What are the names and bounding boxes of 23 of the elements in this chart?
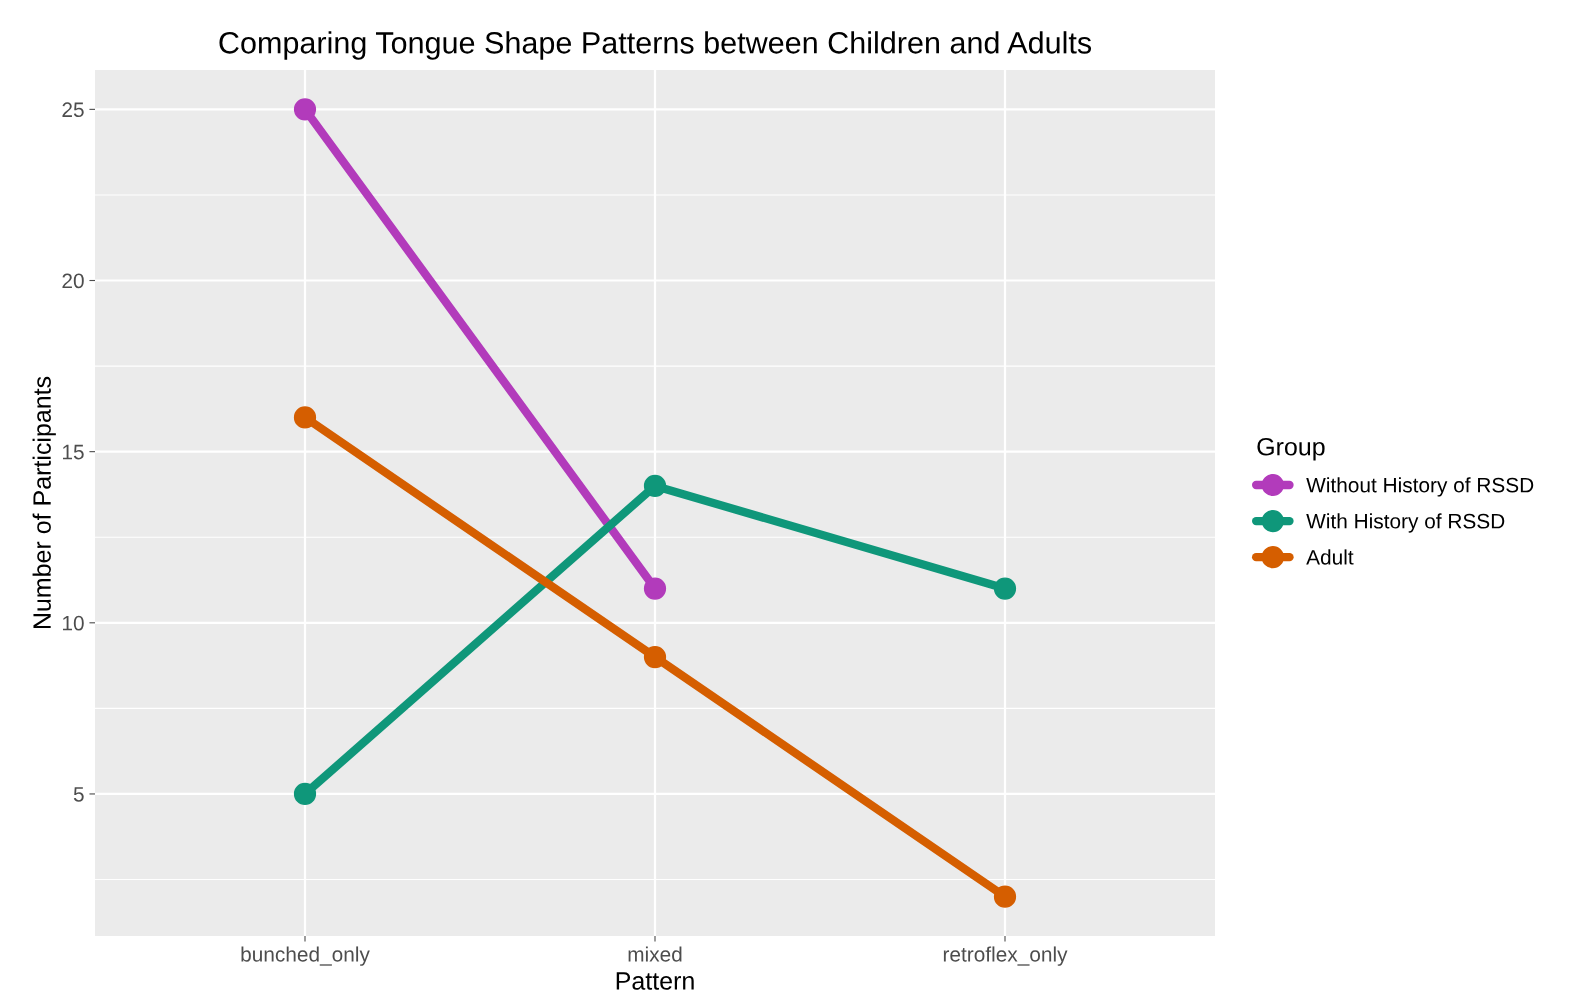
chart-title: Comparing Tongue Shape Patterns between Children and Adults (219, 31, 1092, 60)
point (293, 98, 317, 121)
y-axis-title: Number of Participants (32, 376, 56, 629)
legend-label: Without History of RSSD (1306, 477, 1534, 497)
x-tick-label: bunched_only (241, 946, 370, 966)
x-axis-title: Pattern (616, 972, 694, 990)
y-tick-label: 5 (73, 787, 84, 802)
point (293, 782, 317, 806)
x-tick-label: retroflex_only (943, 946, 1068, 966)
legend-title: Group (1257, 437, 1325, 461)
point (993, 885, 1017, 908)
point (643, 645, 667, 669)
point (293, 406, 317, 429)
y-tick-label: 15 (63, 444, 84, 460)
point (993, 577, 1017, 600)
point (643, 577, 667, 600)
x-tick-label: mixed (628, 946, 682, 962)
legend-label: With History of RSSD (1306, 513, 1505, 533)
y-tick-label: 20 (62, 273, 84, 289)
legend-label: Adult (1306, 549, 1354, 565)
y-tick-label: 25 (62, 102, 84, 118)
point (643, 474, 667, 497)
y-tick-label: 10 (63, 615, 84, 631)
